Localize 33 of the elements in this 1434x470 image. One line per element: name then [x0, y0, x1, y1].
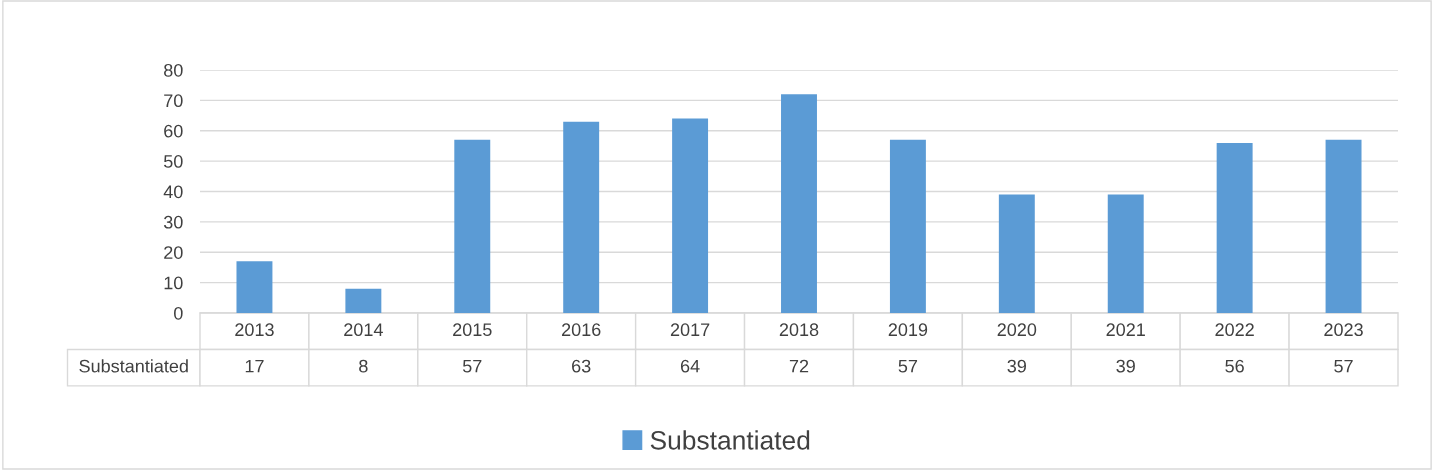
x-tick-label: 2022 [1215, 323, 1254, 337]
text: Substantiated [79, 359, 188, 373]
legend-label: Substantiated [650, 430, 810, 450]
x-tick-label: 2023 [1324, 323, 1363, 337]
data-label: 64 [680, 359, 700, 373]
y-tick-label: 80 [164, 63, 183, 77]
y-tick-label: 60 [164, 124, 183, 138]
data-label: 57 [898, 359, 918, 373]
x-tick-label: 2020 [997, 323, 1037, 337]
y-tick-label: 0 [174, 306, 183, 320]
y-tick-label: 10 [164, 276, 183, 290]
x-tick-label: 2016 [562, 323, 601, 337]
y-tick-label: 20 [164, 246, 183, 259]
x-tick-label: 2018 [779, 323, 819, 337]
data-label: 57 [462, 359, 482, 373]
x-tick-label: 2013 [235, 323, 274, 337]
data-label: 57 [1334, 359, 1353, 373]
data-label: 17 [245, 359, 264, 373]
x-tick-label: 2019 [888, 323, 928, 337]
y-tick-label: 50 [163, 155, 183, 168]
data-label: 8 [359, 359, 368, 373]
y-tick-label: 30 [163, 215, 183, 229]
data-label: 39 [1116, 359, 1135, 373]
data-label: 39 [1007, 359, 1027, 373]
data-label: 63 [572, 359, 591, 373]
x-tick-label: 2021 [1106, 323, 1145, 337]
data-label: 72 [789, 359, 809, 373]
x-tick-label: 2017 [670, 323, 710, 337]
x-tick-label: 2014 [344, 323, 383, 337]
data-label: 56 [1225, 359, 1244, 373]
y-tick-label: 40 [163, 185, 183, 199]
x-tick-label: 2015 [453, 323, 492, 337]
y-tick-label: 70 [164, 94, 183, 108]
